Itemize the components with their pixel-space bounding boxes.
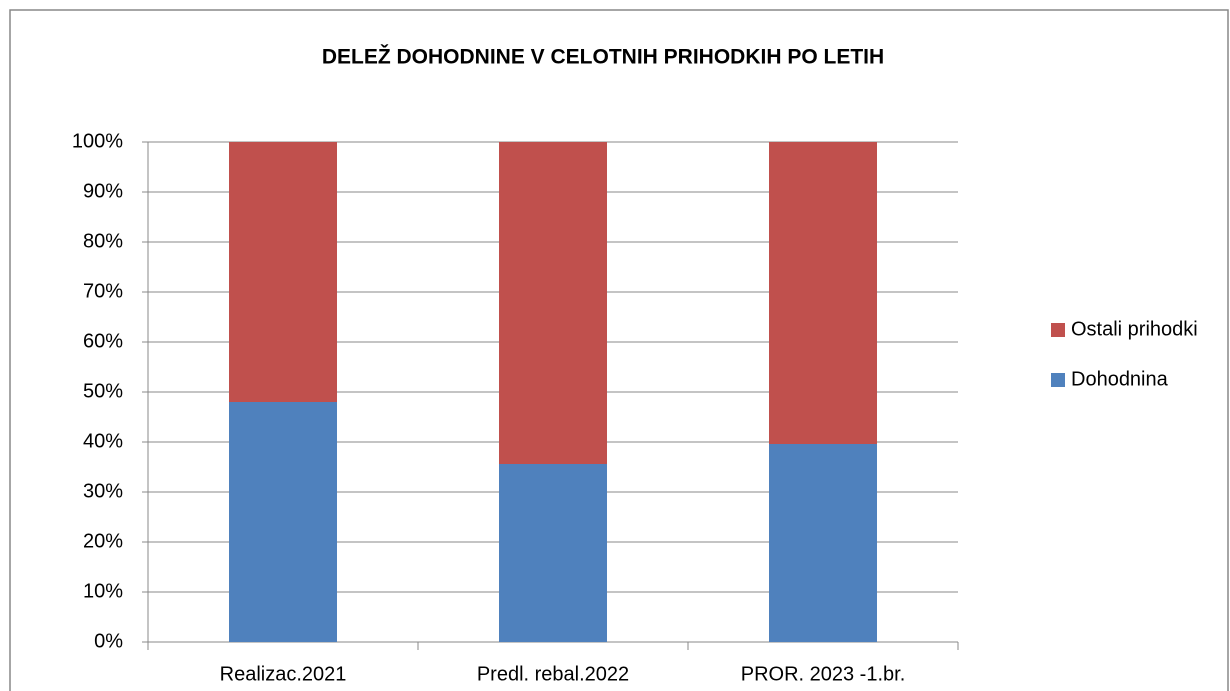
y-tick-label: 60% bbox=[83, 330, 123, 352]
y-tick-label: 90% bbox=[83, 180, 123, 202]
y-tick-label: 100% bbox=[72, 130, 123, 152]
x-tick-label: Predl. rebal.2022 bbox=[477, 663, 629, 685]
y-tick-label: 40% bbox=[83, 430, 123, 452]
x-tick-label: Realizac.2021 bbox=[220, 663, 347, 685]
legend-label: Ostali prihodki bbox=[1071, 318, 1198, 340]
y-tick-label: 10% bbox=[83, 580, 123, 602]
bar-segment bbox=[499, 464, 607, 642]
x-tick-label: PROR. 2023 -1.br. bbox=[741, 663, 906, 685]
y-tick-label: 70% bbox=[83, 280, 123, 302]
y-tick-label: 0% bbox=[94, 630, 123, 652]
legend-swatch bbox=[1051, 373, 1065, 387]
y-tick-label: 20% bbox=[83, 530, 123, 552]
legend-swatch bbox=[1051, 323, 1065, 337]
chart-title: DELEŽ DOHODNINE V CELOTNIH PRIHODKIH PO … bbox=[322, 45, 884, 69]
y-tick-label: 30% bbox=[83, 480, 123, 502]
bar-segment bbox=[229, 402, 337, 642]
bar-segment bbox=[769, 444, 877, 642]
legend-label: Dohodnina bbox=[1071, 368, 1169, 390]
bar-segment bbox=[229, 142, 337, 402]
y-tick-label: 80% bbox=[83, 230, 123, 252]
bar-segment bbox=[499, 142, 607, 464]
bar-segment bbox=[769, 142, 877, 444]
chart-border bbox=[9, 9, 1229, 691]
y-tick-label: 50% bbox=[83, 380, 123, 402]
